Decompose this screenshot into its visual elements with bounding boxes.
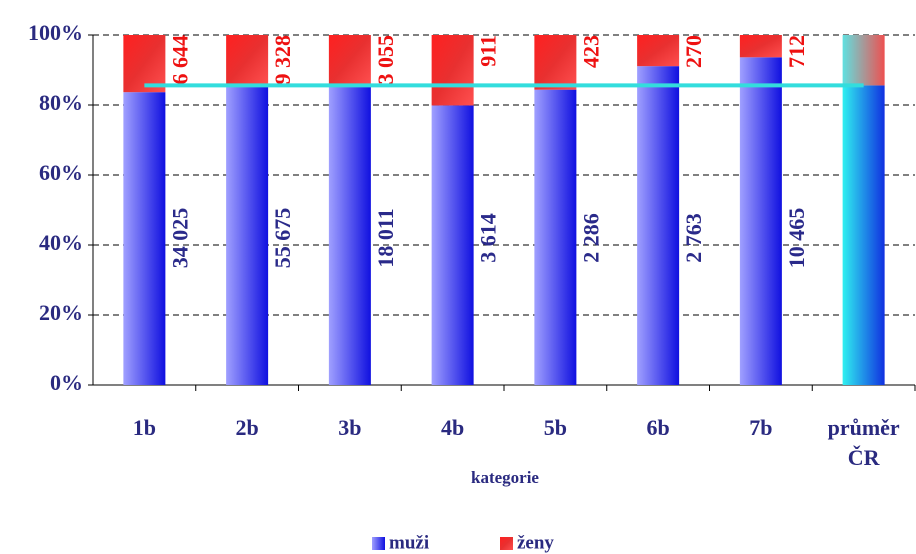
legend-label: ženy: [517, 532, 554, 553]
bar-segment: [328, 85, 371, 385]
data-label: 3 055: [373, 35, 398, 85]
x-tick-label: 3b: [338, 415, 361, 440]
data-label: 10 465: [784, 208, 809, 269]
y-tick-label: 60%: [39, 160, 83, 185]
data-label: 712: [784, 35, 809, 68]
data-label: 3 614: [476, 213, 501, 263]
x-tick-label: 1b: [133, 415, 156, 440]
bar-segment: [431, 35, 474, 106]
data-label: 2 763: [681, 213, 706, 263]
data-label: 34 025: [167, 208, 192, 269]
bar-segment: [842, 35, 885, 86]
x-axis-title: kategorie: [471, 468, 539, 487]
y-tick-label: 80%: [39, 90, 83, 115]
bar-segment: [842, 85, 885, 385]
bar-segment: [637, 66, 680, 385]
legend-swatch: [372, 537, 385, 550]
bar-segment: [534, 35, 577, 90]
data-label: 18 011: [373, 208, 398, 267]
x-tick-label: 4b: [441, 415, 464, 440]
bar-segment: [637, 35, 680, 67]
legend-swatch: [500, 537, 513, 550]
data-label: 911: [476, 35, 501, 67]
bar-segment: [739, 57, 782, 386]
y-tick-label: 20%: [39, 300, 83, 325]
x-tick-label: 2b: [236, 415, 259, 440]
data-label: 55 675: [270, 208, 295, 269]
data-label: 9 328: [270, 35, 295, 85]
data-label: 2 286: [578, 213, 603, 263]
y-tick-label: 40%: [39, 230, 83, 255]
bar-segment: [123, 92, 166, 386]
x-tick-label: 6b: [647, 415, 670, 440]
bar-segment: [328, 35, 371, 86]
bar-segment: [739, 35, 782, 58]
y-tick-label: 0%: [50, 370, 83, 395]
bar-segment: [226, 85, 269, 385]
y-tick-label: 100%: [28, 20, 83, 45]
x-tick-label: 7b: [749, 415, 772, 440]
x-tick-label: průměr ČR: [828, 415, 900, 470]
legend-label: muži: [389, 532, 429, 553]
bar-segment: [534, 89, 577, 386]
bar-segment: [431, 105, 474, 386]
data-label: 270: [681, 35, 706, 68]
bar-segment: [123, 35, 166, 93]
x-tick-label: 5b: [544, 415, 567, 440]
data-label: 6 644: [167, 35, 192, 85]
data-label: 423: [578, 35, 603, 68]
bar-segment: [226, 35, 269, 86]
